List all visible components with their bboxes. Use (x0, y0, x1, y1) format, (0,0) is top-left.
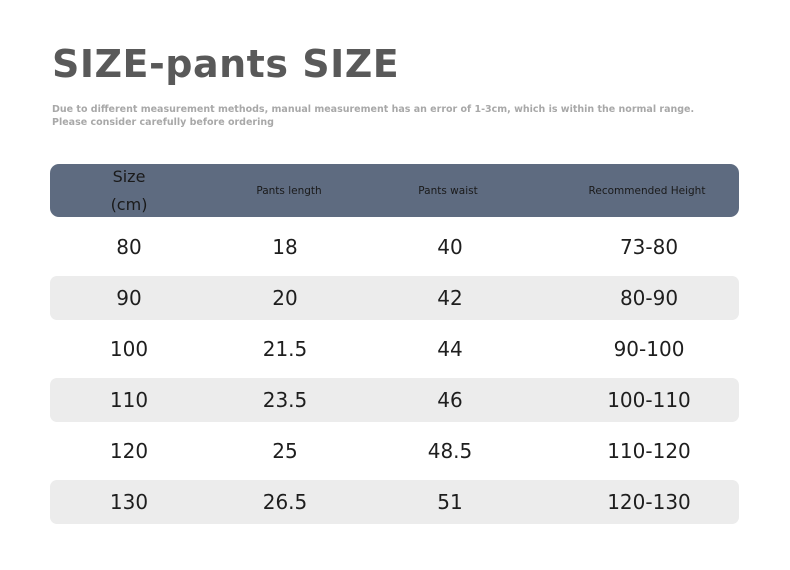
cell-size: 100 (109, 337, 149, 361)
table-row: 80 18 40 73-80 (50, 225, 739, 269)
header-size: Size (cm) (111, 164, 148, 217)
header-size-unit: (cm) (110, 194, 148, 214)
table-row: 100 21.5 44 90-100 (50, 327, 739, 371)
cell-pants-length: 18 (272, 235, 298, 259)
cell-recommended-height: 80-90 (619, 286, 679, 310)
cell-pants-waist: 51 (437, 490, 463, 514)
cell-size: 120 (109, 439, 149, 463)
cell-recommended-height: 110-120 (607, 439, 691, 463)
cell-size: 130 (109, 490, 149, 514)
cell-recommended-height: 120-130 (607, 490, 691, 514)
cell-pants-length: 26.5 (262, 490, 308, 514)
cell-pants-waist: 44 (437, 337, 463, 361)
cell-recommended-height: 100-110 (607, 388, 691, 412)
measurement-notice: Due to different measurement methods, ma… (52, 103, 694, 129)
table-header: Size (cm) Pants length Pants waist Recom… (50, 164, 739, 217)
notice-line: Due to different measurement methods, ma… (52, 104, 695, 115)
header-recommended-height: Recommended Height (588, 184, 706, 197)
header-pants-waist: Pants waist (418, 184, 478, 197)
header-size-label: Size (112, 166, 146, 186)
cell-recommended-height: 73-80 (619, 235, 679, 259)
cell-size: 90 (116, 286, 142, 310)
cell-size: 80 (116, 235, 142, 259)
cell-pants-waist: 46 (437, 388, 463, 412)
cell-recommended-height: 90-100 (613, 337, 685, 361)
header-pants-length: Pants length (256, 184, 322, 197)
cell-pants-length: 21.5 (262, 337, 308, 361)
cell-pants-length: 25 (272, 439, 298, 463)
cell-pants-waist: 42 (437, 286, 463, 310)
cell-pants-length: 23.5 (262, 388, 308, 412)
cell-pants-length: 20 (272, 286, 298, 310)
cell-pants-waist: 40 (437, 235, 463, 259)
cell-size: 110 (109, 388, 149, 412)
table-row: 90 20 42 80-90 (50, 276, 739, 320)
size-table: Size (cm) Pants length Pants waist Recom… (50, 164, 739, 524)
table-row: 120 25 48.5 110-120 (50, 429, 739, 473)
cell-pants-waist: 48.5 (427, 439, 473, 463)
page-title: SIZE-pants SIZE (52, 42, 400, 86)
table-row: 110 23.5 46 100-110 (50, 378, 739, 422)
notice-line: Please consider carefully before orderin… (52, 117, 274, 128)
table-row: 130 26.5 51 120-130 (50, 480, 739, 524)
